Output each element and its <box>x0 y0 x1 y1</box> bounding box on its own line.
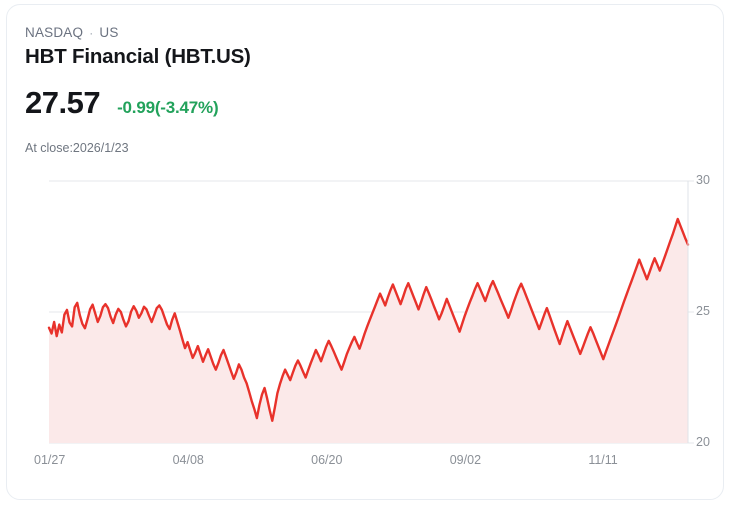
price-chart-svg <box>47 180 694 444</box>
exchange-label: NASDAQ <box>25 25 84 40</box>
x-axis-tick-label: 04/08 <box>172 453 204 467</box>
x-axis-tick-label: 11/11 <box>588 453 618 467</box>
y-axis-tick-label: 30 <box>696 173 710 187</box>
page-title: HBT Financial (HBT.US) <box>25 45 251 68</box>
price-row: 27.57 -0.99(-3.47%) <box>25 85 219 121</box>
price-change: -0.99(-3.47%) <box>117 98 219 117</box>
market-status-note: At close:2026/1/23 <box>25 141 129 155</box>
y-axis-tick-label: 20 <box>696 435 710 449</box>
current-price: 27.57 <box>25 85 101 120</box>
x-axis-tick-label: 06/20 <box>311 453 343 467</box>
x-axis-tick-label: 01/27 <box>34 453 66 467</box>
price-area-fill <box>49 218 688 443</box>
stock-quote-card: NASDAQ · US HBT Financial (HBT.US) 27.57 -… <box>6 4 724 500</box>
price-chart[interactable]: 20 25 30 01/27 04/08 06/20 09/02 11/11 <box>7 165 723 485</box>
exchange-region: NASDAQ · US <box>25 25 119 40</box>
y-axis-tick-label: 25 <box>696 304 710 318</box>
region-label: US <box>99 25 119 40</box>
x-axis-tick-label: 09/02 <box>449 453 482 467</box>
separator-dot: · <box>89 26 94 40</box>
price-line <box>47 217 690 422</box>
